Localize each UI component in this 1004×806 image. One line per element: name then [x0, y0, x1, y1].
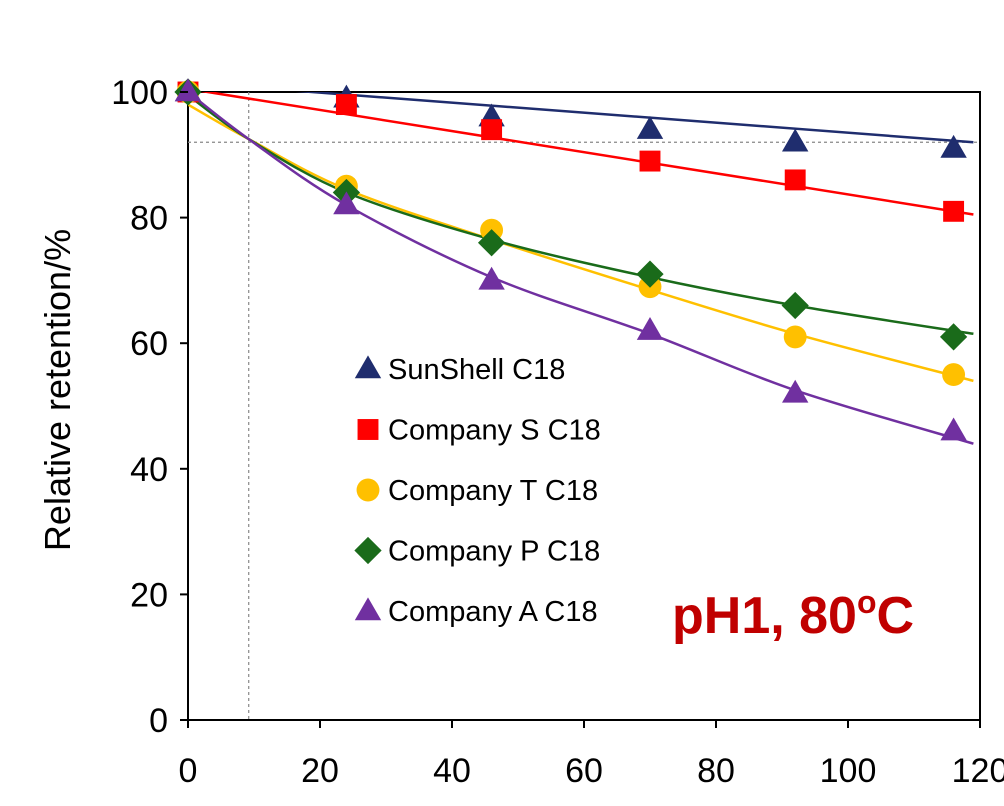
data-point-company-a-c18 — [478, 266, 505, 290]
data-point-company-s-c18 — [943, 200, 965, 222]
legend-marker-company-t-c18 — [356, 478, 380, 502]
y-tick-label: 80 — [130, 200, 168, 238]
y-tick-label: 0 — [149, 702, 168, 740]
data-point-sunshell-c18 — [636, 116, 664, 139]
data-point-company-s-c18 — [481, 119, 503, 141]
legend-marker-company-a-c18 — [354, 597, 382, 621]
x-tick-label: 120 — [952, 752, 1004, 790]
y-tick-label: 40 — [130, 451, 168, 489]
data-point-company-p-c18 — [781, 291, 809, 320]
data-point-sunshell-c18 — [782, 128, 809, 152]
y-tick-label: 60 — [130, 325, 168, 363]
data-point-company-s-c18 — [335, 94, 357, 116]
data-point-company-a-c18 — [636, 317, 664, 340]
legend-marker-company-s-c18 — [357, 419, 379, 440]
data-point-company-a-c18 — [174, 78, 202, 102]
legend-label: Company P C18 — [388, 536, 600, 568]
x-tick-label: 80 — [697, 752, 735, 790]
data-point-company-a-c18 — [333, 191, 360, 215]
y-axis-label: Relative retention/% — [37, 229, 78, 551]
data-point-company-a-c18 — [782, 379, 809, 403]
x-tick-label: 60 — [565, 752, 603, 790]
legend-label: Company A C18 — [388, 596, 598, 628]
data-point-sunshell-c18 — [940, 134, 967, 158]
data-point-company-t-c18 — [942, 363, 966, 387]
legend-label: SunShell C18 — [388, 354, 565, 386]
condition-annotation: pH1, 80oC — [672, 584, 914, 645]
x-tick-label: 0 — [179, 752, 198, 790]
data-point-company-p-c18 — [939, 323, 968, 351]
trend-line-company-a-c18 — [188, 92, 974, 445]
data-point-company-s-c18 — [639, 150, 661, 172]
legend-marker-company-p-c18 — [354, 536, 382, 565]
y-tick-label: 20 — [130, 576, 168, 614]
data-point-company-s-c18 — [784, 169, 806, 191]
legend-marker-sunshell-c18 — [354, 355, 382, 379]
data-point-company-p-c18 — [636, 260, 664, 288]
x-tick-label: 40 — [433, 752, 471, 790]
legend: SunShell C18 Company S C18 Company T C18 Co… — [354, 354, 601, 628]
legend-label: Company S C18 — [388, 415, 601, 447]
data-point-company-p-c18 — [477, 229, 506, 257]
trend-line-sunshell-c18 — [295, 92, 974, 144]
trend-line-company-s-c18 — [199, 92, 974, 216]
data-point-company-t-c18 — [783, 325, 807, 349]
x-tick-label: 100 — [820, 752, 877, 790]
x-tick-label: 20 — [301, 752, 339, 790]
legend-label: Company T C18 — [388, 475, 598, 507]
data-point-company-a-c18 — [940, 417, 967, 441]
y-tick-label: 100 — [111, 74, 168, 112]
